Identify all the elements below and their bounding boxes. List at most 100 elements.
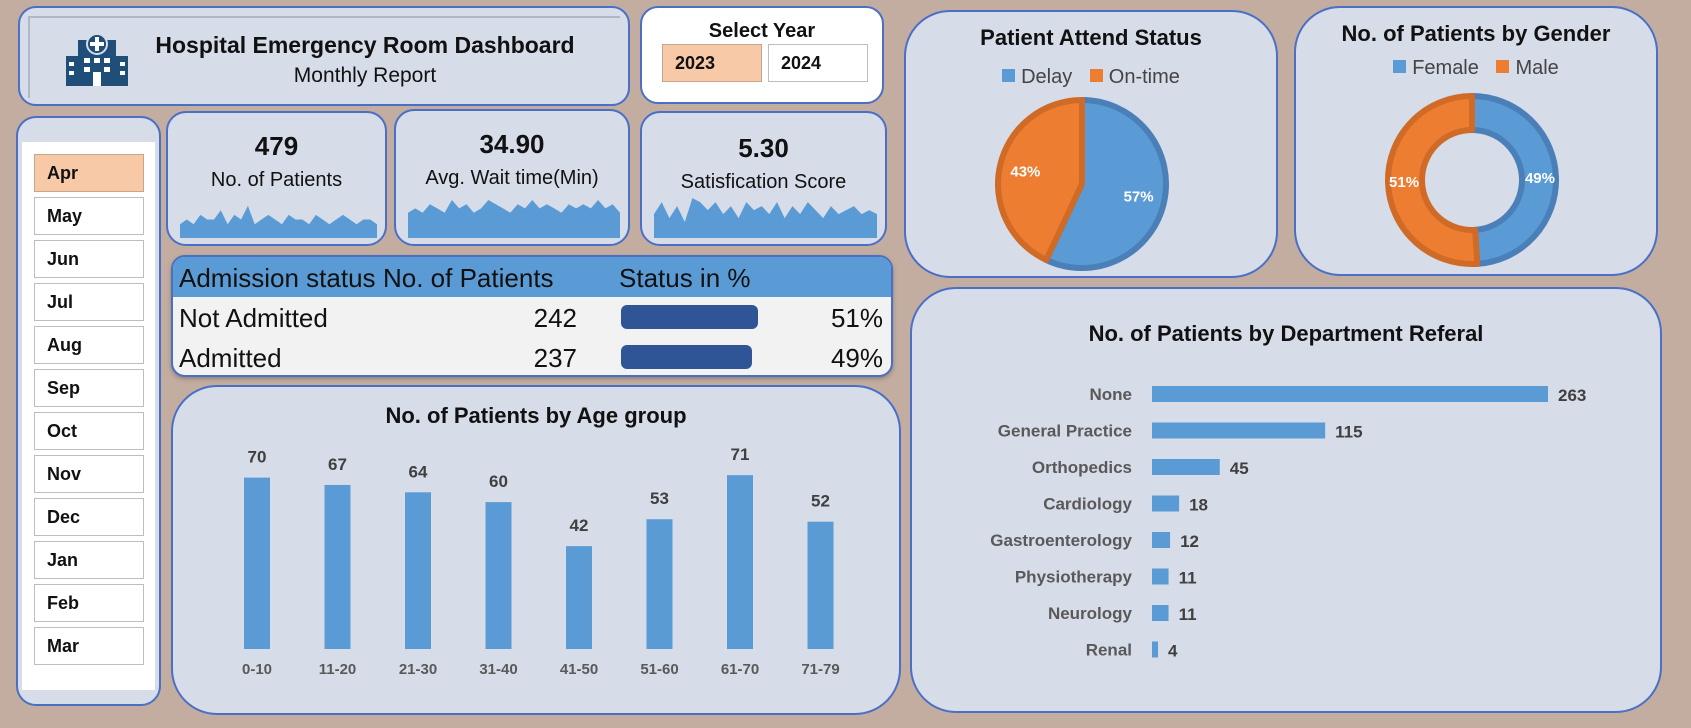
male-slice bbox=[1385, 93, 1481, 267]
gender-legend: Female Male bbox=[1296, 57, 1656, 80]
month-option-jun[interactable]: Jun bbox=[34, 240, 144, 278]
sparkline-area bbox=[654, 198, 877, 238]
admission-table: Admission status No. of Patients Status … bbox=[171, 255, 893, 377]
month-slicer: Apr May Jun Jul Aug Sep Oct Nov Dec Jan Feb Mar bbox=[16, 116, 161, 706]
attend-status-title: Patient Attend Status bbox=[980, 25, 1202, 50]
age-bar bbox=[324, 484, 351, 649]
delay-slice bbox=[1043, 97, 1169, 271]
year-option-2023[interactable]: 2023 bbox=[662, 44, 762, 82]
department-chart: None 263 General Practice 115 Orthopedics 45 C… bbox=[990, 385, 1586, 661]
age-tick-label: 61-70 bbox=[721, 661, 759, 678]
year-slicer: Select Year 2023 2024 bbox=[640, 6, 884, 104]
admission-header-status: Admission status bbox=[179, 263, 376, 293]
kpi-wait-value: 34.90 bbox=[479, 129, 545, 159]
month-option-oct[interactable]: Oct bbox=[34, 412, 144, 450]
month-option-nov[interactable]: Nov bbox=[34, 455, 144, 493]
legend-label-female: Female bbox=[1412, 57, 1479, 79]
admission-row-bar bbox=[621, 345, 752, 369]
admission-row-status: Admitted bbox=[179, 343, 282, 373]
month-option-apr[interactable]: Apr bbox=[34, 154, 144, 192]
month-option-may[interactable]: May bbox=[34, 197, 144, 235]
legend-item-female: Female bbox=[1393, 57, 1479, 79]
age-bar bbox=[566, 546, 592, 649]
department-chart-title: No. of Patients by Department Referal bbox=[1088, 321, 1484, 346]
age-bar-value: 70 bbox=[248, 448, 267, 467]
title-panel: Hospital Emergency Room Dashboard Monthl… bbox=[18, 6, 630, 106]
admission-row-status: Not Admitted bbox=[179, 303, 328, 333]
age-tick-label: 0-10 bbox=[242, 661, 272, 678]
admission-row-bar bbox=[621, 305, 758, 329]
age-bar bbox=[244, 477, 270, 649]
female-data-label: 49% bbox=[1525, 170, 1555, 187]
page-title: Hospital Emergency Room Dashboard bbox=[155, 32, 575, 58]
month-slicer-list: Apr May Jun Jul Aug Sep Oct Nov Dec Jan Feb Mar bbox=[22, 142, 155, 690]
department-label: Physiotherapy bbox=[1015, 568, 1133, 587]
kpi-wait-card: 34.90 Avg. Wait time(Min) bbox=[394, 109, 630, 246]
legend-swatch-delay bbox=[1002, 69, 1016, 82]
attend-status-legend: Delay On-time bbox=[906, 66, 1276, 89]
legend-swatch-male bbox=[1496, 60, 1510, 73]
kpi-satisfaction-value: 5.30 bbox=[738, 133, 789, 163]
gender-donut: 49% 51% bbox=[1385, 93, 1559, 267]
kpi-patients-sparkline bbox=[180, 205, 377, 238]
kpi-patients-card: 479 No. of Patients bbox=[166, 111, 387, 246]
kpi-wait-sparkline bbox=[408, 200, 620, 238]
age-tick-label: 31-40 bbox=[479, 661, 517, 678]
legend-swatch-female bbox=[1393, 60, 1407, 73]
age-bar-value: 64 bbox=[409, 462, 428, 481]
department-bar bbox=[1152, 459, 1220, 475]
kpi-satisfaction-card: 5.30 Satisfication Score bbox=[640, 111, 887, 246]
age-bar-value: 53 bbox=[650, 489, 669, 508]
sparkline-area bbox=[408, 200, 620, 238]
department-bar bbox=[1152, 532, 1171, 548]
department-bar-value: 4 bbox=[1168, 642, 1178, 661]
kpi-patients-label: No. of Patients bbox=[210, 169, 343, 191]
month-option-feb[interactable]: Feb bbox=[34, 584, 144, 622]
age-tick-label: 21-30 bbox=[399, 661, 437, 678]
department-label: Cardiology bbox=[1043, 495, 1132, 514]
year-option-2024[interactable]: 2024 bbox=[768, 44, 868, 82]
legend-swatch-ontime bbox=[1089, 69, 1103, 82]
month-option-jan[interactable]: Jan bbox=[34, 541, 144, 579]
kpi-satisfaction-label: Satisfication Score bbox=[680, 171, 847, 193]
month-option-jul[interactable]: Jul bbox=[34, 283, 144, 321]
month-option-dec[interactable]: Dec bbox=[34, 498, 144, 536]
department-bar bbox=[1152, 422, 1326, 439]
age-bar bbox=[727, 475, 753, 649]
age-bar bbox=[485, 502, 512, 649]
department-label: General Practice bbox=[998, 422, 1132, 441]
department-bar-value: 263 bbox=[1558, 386, 1586, 405]
month-option-aug[interactable]: Aug bbox=[34, 326, 144, 364]
month-option-sep[interactable]: Sep bbox=[34, 369, 144, 407]
gender-panel: No. of Patients by Gender Female Male 49… bbox=[1294, 6, 1658, 276]
department-bar-value: 45 bbox=[1230, 459, 1249, 478]
sparkline-area bbox=[180, 205, 377, 238]
hospital-icon bbox=[66, 33, 128, 86]
admission-row-patients: 237 bbox=[533, 343, 577, 373]
age-bar-value: 67 bbox=[328, 455, 347, 474]
ontime-data-label: 43% bbox=[1010, 163, 1040, 180]
legend-label-ontime: On-time bbox=[1108, 66, 1180, 88]
delay-data-label: 57% bbox=[1124, 189, 1154, 206]
department-bar-value: 12 bbox=[1180, 532, 1199, 551]
department-bar-value: 11 bbox=[1179, 605, 1197, 624]
department-label: None bbox=[1090, 385, 1133, 404]
admission-header-patients: No. of Patients bbox=[383, 263, 554, 293]
page-subtitle: Monthly Report bbox=[293, 64, 437, 87]
age-bar-value: 52 bbox=[811, 492, 830, 511]
age-bar bbox=[807, 521, 834, 649]
department-bar bbox=[1152, 568, 1169, 585]
legend-item-male: Male bbox=[1496, 57, 1559, 79]
age-group-chart-panel: No. of Patients by Age group 70 0-10 67 11-… bbox=[171, 385, 901, 715]
department-bar-value: 18 bbox=[1189, 496, 1208, 515]
age-tick-label: 51-60 bbox=[640, 661, 678, 678]
department-bar bbox=[1152, 495, 1180, 512]
department-label: Gastroenterology bbox=[990, 531, 1132, 550]
legend-label-delay: Delay bbox=[1021, 66, 1073, 88]
department-bar bbox=[1152, 386, 1548, 402]
age-bar-value: 60 bbox=[489, 472, 508, 491]
admission-header-percent: Status in % bbox=[619, 263, 751, 293]
age-tick-label: 41-50 bbox=[560, 661, 598, 678]
month-option-mar[interactable]: Mar bbox=[34, 627, 144, 665]
admission-row-percent: 51% bbox=[830, 303, 883, 333]
